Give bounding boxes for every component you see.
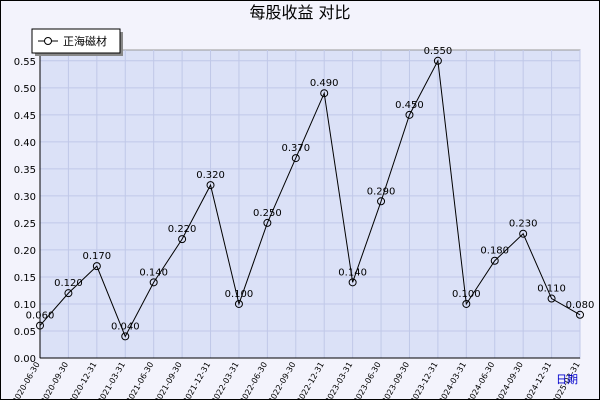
y-tick-label: 0.00 xyxy=(14,354,36,365)
data-label: 0.320 xyxy=(196,170,225,181)
data-label: 0.490 xyxy=(310,78,339,89)
data-label: 0.080 xyxy=(566,300,595,311)
y-tick-label: 0.20 xyxy=(14,246,36,257)
data-label: 0.230 xyxy=(509,219,538,230)
data-label: 0.120 xyxy=(54,278,83,289)
data-point xyxy=(519,229,528,238)
y-tick-label: 0.50 xyxy=(14,84,36,95)
data-point xyxy=(234,299,243,308)
data-label: 0.110 xyxy=(537,284,566,295)
y-tick-label: 0.30 xyxy=(14,192,36,203)
data-point xyxy=(433,56,442,65)
legend-marker xyxy=(44,37,52,45)
data-point xyxy=(36,321,44,330)
data-label: 0.140 xyxy=(338,267,367,278)
plot-area xyxy=(39,49,581,359)
data-label: 0.100 xyxy=(452,289,481,300)
data-label: 0.180 xyxy=(480,246,509,257)
y-tick-label: 0.10 xyxy=(14,300,36,311)
data-point xyxy=(64,289,73,298)
data-point xyxy=(462,299,471,308)
y-tick-label: 0.05 xyxy=(14,327,36,338)
y-tick-label: 0.45 xyxy=(14,111,36,122)
y-tick-label: 0.15 xyxy=(14,273,36,284)
y-tick-label: 0.40 xyxy=(14,138,36,149)
data-label: 0.290 xyxy=(367,186,396,197)
data-label: 0.370 xyxy=(281,143,310,154)
data-label: 0.170 xyxy=(83,251,112,262)
data-point xyxy=(206,181,215,190)
chart-title: 每股收益 对比 xyxy=(249,3,350,22)
x-axis-label: 日期 xyxy=(556,373,578,386)
data-point xyxy=(121,332,130,341)
data-point xyxy=(348,278,357,287)
data-point xyxy=(490,256,499,265)
y-tick-label: 0.35 xyxy=(14,165,36,176)
series-line xyxy=(39,59,581,338)
data-label: 0.220 xyxy=(168,224,197,235)
y-tick-label: 0.55 xyxy=(14,57,36,68)
data-point xyxy=(320,89,329,98)
data-point xyxy=(92,262,101,271)
y-tick-label: 0.25 xyxy=(14,219,36,230)
data-point xyxy=(263,218,272,227)
data-label: 0.140 xyxy=(139,267,168,278)
data-point xyxy=(291,154,300,163)
data-label: 0.450 xyxy=(395,100,424,111)
data-point xyxy=(149,278,158,287)
data-point xyxy=(377,197,386,206)
data-label: 0.250 xyxy=(253,208,282,219)
data-point xyxy=(576,310,584,319)
legend-label: 正海磁材 xyxy=(63,34,107,48)
data-point xyxy=(547,294,556,303)
data-point xyxy=(405,110,414,119)
data-point xyxy=(178,235,187,244)
data-label: 0.100 xyxy=(225,289,254,300)
data-label: 0.060 xyxy=(26,311,55,322)
data-label: 0.550 xyxy=(424,46,453,57)
data-label: 0.040 xyxy=(111,321,140,332)
